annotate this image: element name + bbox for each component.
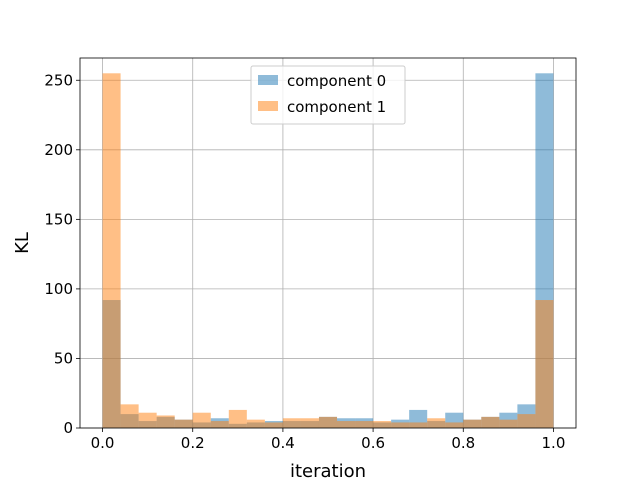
bar-series-1-bin-0 xyxy=(102,73,121,428)
bar-series-1-bin-24 xyxy=(535,300,554,428)
bar-series-1-bin-19 xyxy=(445,422,464,428)
bar-series-1-bin-4 xyxy=(174,419,193,428)
bar-series-1-bin-8 xyxy=(246,419,265,428)
x-tick-label-3: 0.6 xyxy=(361,434,385,452)
bar-series-1-bin-20 xyxy=(463,419,482,428)
x-axis-label: iteration xyxy=(290,461,366,480)
y-axis-label: KL xyxy=(12,232,33,254)
y-tick-label-3: 150 xyxy=(44,210,73,228)
y-tick-label-0: 0 xyxy=(63,419,73,437)
bar-series-1-bin-5 xyxy=(192,412,211,428)
bar-series-1-bin-16 xyxy=(391,422,410,428)
bar-series-1-bin-12 xyxy=(318,416,338,428)
y-tick-label-2: 100 xyxy=(44,280,73,298)
legend: component 0 component 1 xyxy=(250,65,406,125)
bar-series-1-bin-2 xyxy=(138,412,157,428)
bar-series-1-bin-22 xyxy=(499,419,518,428)
bar-series-1-bin-11 xyxy=(300,418,319,428)
bar-series-1-bin-18 xyxy=(427,418,446,428)
y-tick-label-4: 200 xyxy=(44,141,73,159)
bar-series-1-bin-15 xyxy=(373,421,392,428)
legend-box xyxy=(250,65,406,125)
bar-series-1-bin-14 xyxy=(355,421,374,428)
histogram-bars xyxy=(102,73,554,428)
bar-series-1-bin-23 xyxy=(517,414,536,428)
y-tick-label-5: 250 xyxy=(44,71,73,89)
x-tick-label-0: 0.0 xyxy=(91,434,115,452)
bar-series-1-bin-13 xyxy=(337,421,356,428)
bar-series-1-bin-17 xyxy=(409,422,428,428)
legend-label-component-1: component 1 xyxy=(287,98,386,116)
x-tick-label-2: 0.4 xyxy=(271,434,295,452)
axis-ticks: 0.0 0.2 0.4 0.6 0.8 1.0 0 50 100 150 200 250 xyxy=(44,71,565,452)
bar-series-1-bin-21 xyxy=(481,416,500,428)
bar-series-1-bin-3 xyxy=(156,415,175,428)
x-tick-label-4: 0.8 xyxy=(451,434,475,452)
bar-series-1-bin-9 xyxy=(264,422,283,428)
bar-series-1-bin-1 xyxy=(120,404,139,428)
bar-series-1-bin-10 xyxy=(282,418,301,428)
legend-swatch-component-1 xyxy=(258,101,278,111)
bar-series-1-bin-6 xyxy=(210,421,229,428)
bar-series-1-bin-7 xyxy=(228,409,247,428)
x-tick-label-1: 0.2 xyxy=(181,434,205,452)
legend-label-component-0: component 0 xyxy=(287,72,386,90)
x-tick-label-5: 1.0 xyxy=(542,434,566,452)
legend-swatch-component-0 xyxy=(258,75,278,85)
plot-frame xyxy=(79,57,577,429)
y-tick-label-1: 50 xyxy=(54,349,73,367)
